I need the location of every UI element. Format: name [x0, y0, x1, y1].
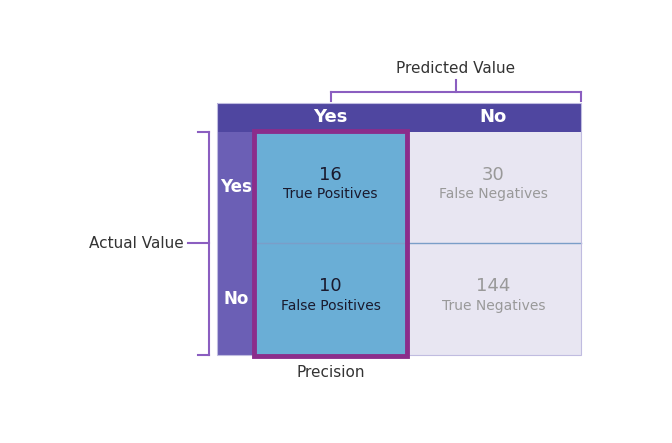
Text: True Positives: True Positives [284, 187, 378, 201]
Bar [256, 243, 406, 355]
Text: Yes: Yes [220, 179, 252, 197]
Text: False Positives: False Positives [281, 299, 380, 313]
Bar [406, 243, 581, 355]
Text: Predicted Value: Predicted Value [396, 61, 515, 76]
Bar [217, 103, 581, 132]
Text: 144: 144 [476, 277, 511, 295]
Bar [256, 132, 406, 243]
Text: Yes: Yes [314, 108, 348, 126]
Text: False Negatives: False Negatives [439, 187, 548, 201]
Text: True Negatives: True Negatives [442, 299, 545, 313]
Text: No: No [224, 290, 249, 308]
Bar [254, 131, 407, 356]
Bar [217, 132, 256, 355]
Text: No: No [480, 108, 507, 126]
Text: Actual Value: Actual Value [89, 236, 184, 251]
Text: 16: 16 [319, 166, 342, 183]
Text: Precision: Precision [296, 365, 365, 380]
Text: 30: 30 [482, 166, 505, 183]
Text: 10: 10 [319, 277, 342, 295]
Bar [406, 132, 581, 243]
Bar [217, 103, 581, 355]
